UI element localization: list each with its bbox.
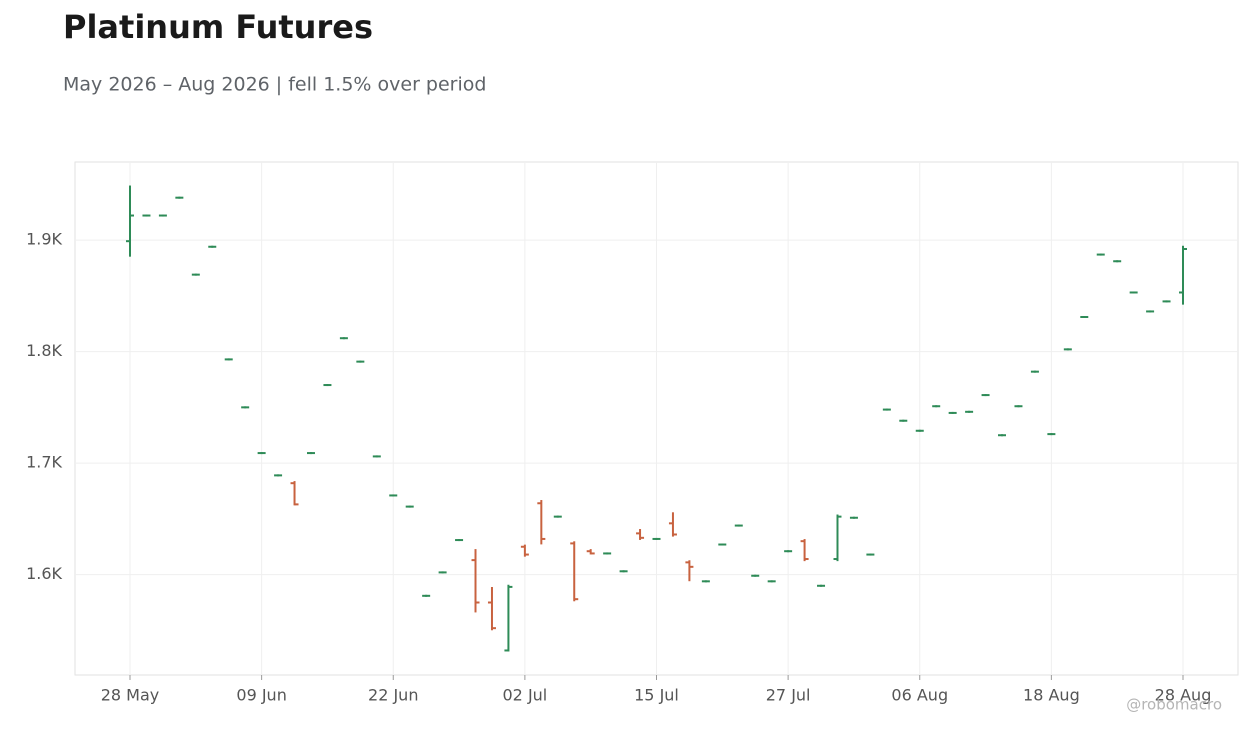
y-tick-label: 1.6K — [26, 564, 62, 583]
x-tick-label: 06 Aug — [891, 686, 948, 705]
x-tick-label: 28 Aug — [1155, 686, 1212, 705]
watermark: @robomacro — [1126, 696, 1222, 714]
x-tick-label: 02 Jul — [503, 686, 548, 705]
x-tick-label: 18 Aug — [1023, 686, 1080, 705]
chart-title: Platinum Futures — [63, 8, 373, 46]
y-tick-label: 1.7K — [26, 453, 62, 472]
x-tick-label: 09 Jun — [236, 686, 286, 705]
x-tick-label: 27 Jul — [766, 686, 811, 705]
y-tick-label: 1.8K — [26, 341, 62, 360]
x-tick-label: 22 Jun — [368, 686, 418, 705]
y-tick-label: 1.9K — [26, 230, 62, 249]
x-tick-label: 15 Jul — [634, 686, 679, 705]
chart-subtitle: May 2026 – Aug 2026 | fell 1.5% over per… — [63, 74, 486, 96]
x-tick-label: 28 May — [101, 686, 160, 705]
